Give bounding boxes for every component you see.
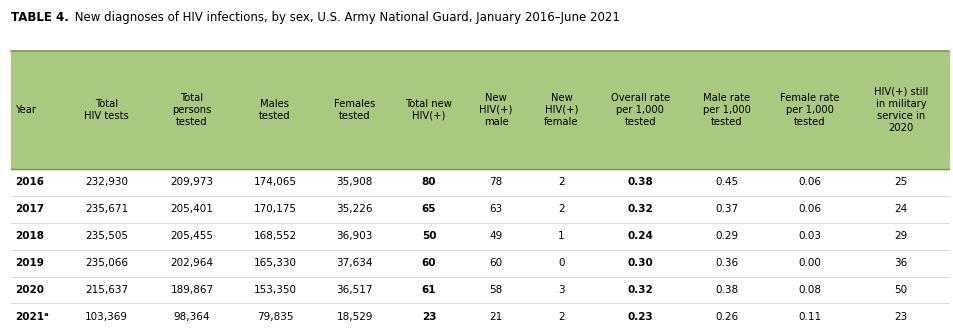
Text: 0.45: 0.45 [714,177,738,187]
Text: 35,908: 35,908 [336,177,373,187]
Text: Females
tested: Females tested [334,99,375,121]
Text: 98,364: 98,364 [173,312,210,322]
Text: 170,175: 170,175 [253,204,296,214]
Text: 50: 50 [894,285,907,295]
Text: 29: 29 [894,231,907,241]
Text: 165,330: 165,330 [253,258,296,268]
Text: 60: 60 [489,258,502,268]
Text: 174,065: 174,065 [253,177,296,187]
Text: Total
persons
tested: Total persons tested [172,93,212,127]
Text: 189,867: 189,867 [171,285,213,295]
Text: 0.06: 0.06 [798,204,821,214]
Text: 0.11: 0.11 [798,312,821,322]
Text: 0.03: 0.03 [798,231,821,241]
Text: 2021ᵃ: 2021ᵃ [15,312,49,322]
Text: 79,835: 79,835 [256,312,293,322]
Text: 103,369: 103,369 [85,312,128,322]
Text: 1: 1 [558,231,564,241]
Text: 2016: 2016 [15,177,44,187]
Text: Overall rate
per 1,000
tested: Overall rate per 1,000 tested [610,93,669,127]
Text: 2020: 2020 [15,285,44,295]
Text: 0.26: 0.26 [714,312,738,322]
Text: Male rate
per 1,000
tested: Male rate per 1,000 tested [701,93,750,127]
Text: 23: 23 [894,312,907,322]
Text: 37,634: 37,634 [336,258,373,268]
Text: 0.06: 0.06 [798,177,821,187]
Text: 36: 36 [894,258,907,268]
Text: 61: 61 [421,285,436,295]
Text: 21: 21 [489,312,502,322]
Text: 50: 50 [421,231,436,241]
Text: 232,930: 232,930 [85,177,128,187]
Text: 60: 60 [421,258,436,268]
Text: 205,455: 205,455 [171,231,213,241]
Text: 78: 78 [489,177,502,187]
Text: 235,671: 235,671 [85,204,128,214]
Text: 2: 2 [558,177,564,187]
Text: 168,552: 168,552 [253,231,296,241]
Text: 0.00: 0.00 [798,258,821,268]
Text: TABLE 4.: TABLE 4. [11,11,70,25]
Text: 0.08: 0.08 [798,285,821,295]
Text: 2: 2 [558,204,564,214]
Text: 0.29: 0.29 [714,231,738,241]
Text: 0.30: 0.30 [627,258,653,268]
Text: 2019: 2019 [15,258,44,268]
Text: 3: 3 [558,285,564,295]
Text: Female rate
per 1,000
tested: Female rate per 1,000 tested [780,93,839,127]
Text: New
HIV(+)
female: New HIV(+) female [543,93,578,127]
Text: 58: 58 [489,285,502,295]
Text: New diagnoses of HIV infections, by sex, U.S. Army National Guard, January 2016–: New diagnoses of HIV infections, by sex,… [71,11,618,25]
Text: Total
HIV tests: Total HIV tests [84,99,129,121]
Text: 202,964: 202,964 [171,258,213,268]
Text: 36,903: 36,903 [336,231,373,241]
Text: 0.23: 0.23 [627,312,653,322]
Text: 36,517: 36,517 [336,285,373,295]
Text: HIV(+) still
in military
service in
2020: HIV(+) still in military service in 2020 [873,87,927,133]
Text: 49: 49 [489,231,502,241]
Text: 2: 2 [558,312,564,322]
Text: 0: 0 [558,258,564,268]
Text: 2017: 2017 [15,204,45,214]
Text: 65: 65 [421,204,436,214]
Text: 2018: 2018 [15,231,44,241]
Text: 24: 24 [894,204,907,214]
Text: 0.32: 0.32 [627,285,653,295]
Text: 0.38: 0.38 [627,177,653,187]
Text: New
HIV(+)
male: New HIV(+) male [479,93,513,127]
Text: 18,529: 18,529 [336,312,373,322]
Text: 23: 23 [421,312,436,322]
Text: 205,401: 205,401 [171,204,213,214]
Text: 0.38: 0.38 [714,285,738,295]
Text: 63: 63 [489,204,502,214]
Text: 235,505: 235,505 [85,231,128,241]
Text: 153,350: 153,350 [253,285,296,295]
Text: 215,637: 215,637 [85,285,128,295]
Text: Total new
HIV(+): Total new HIV(+) [405,99,452,121]
Text: 0.32: 0.32 [627,204,653,214]
Text: Males
tested: Males tested [259,99,291,121]
Text: 80: 80 [421,177,436,187]
Text: Year: Year [15,105,36,115]
Text: 235,066: 235,066 [85,258,128,268]
Text: 0.36: 0.36 [714,258,738,268]
Text: 0.24: 0.24 [626,231,653,241]
Text: 35,226: 35,226 [336,204,373,214]
Text: 25: 25 [894,177,907,187]
Text: 209,973: 209,973 [171,177,213,187]
Text: 0.37: 0.37 [714,204,738,214]
